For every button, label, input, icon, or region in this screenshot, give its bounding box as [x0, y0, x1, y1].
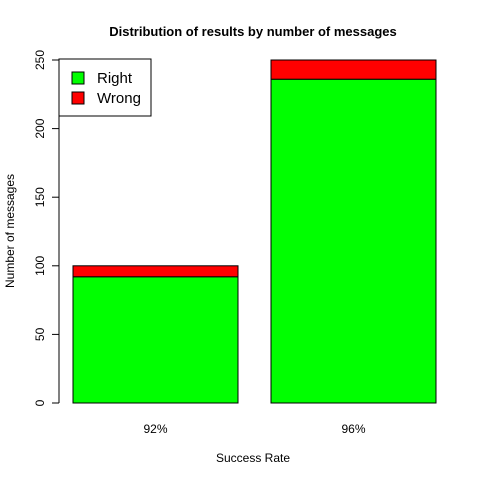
legend-swatch-wrong [71, 91, 85, 105]
bar-right-1 [270, 78, 437, 404]
legend-swatch-right [71, 71, 85, 85]
bar-right-0 [72, 276, 239, 404]
legend: Right Wrong [58, 58, 152, 117]
bars [72, 59, 437, 404]
y-tick-label: 200 [33, 118, 47, 138]
y-tick-label: 50 [33, 327, 47, 341]
x-tick-label: 92% [143, 422, 167, 436]
y-axis-ticks: 0 50 100 150 200 250 [33, 50, 59, 406]
x-tick-label: 96% [341, 422, 365, 436]
y-axis-label: Number of messages [3, 174, 17, 288]
y-tick-label: 0 [33, 399, 47, 406]
y-tick-label: 100 [33, 255, 47, 275]
x-axis-label: Success Rate [216, 451, 290, 465]
legend-label-right: Right [97, 70, 133, 87]
legend-label-wrong: Wrong [97, 90, 141, 107]
bar-wrong-1 [270, 59, 437, 80]
chart-title: Distribution of results by number of mes… [109, 24, 397, 39]
legend-box [58, 58, 152, 117]
y-tick-label: 150 [33, 187, 47, 207]
x-axis-tick-labels: 92% 96% [143, 422, 365, 436]
bar-wrong-0 [72, 265, 239, 278]
y-tick-label: 250 [33, 50, 47, 70]
